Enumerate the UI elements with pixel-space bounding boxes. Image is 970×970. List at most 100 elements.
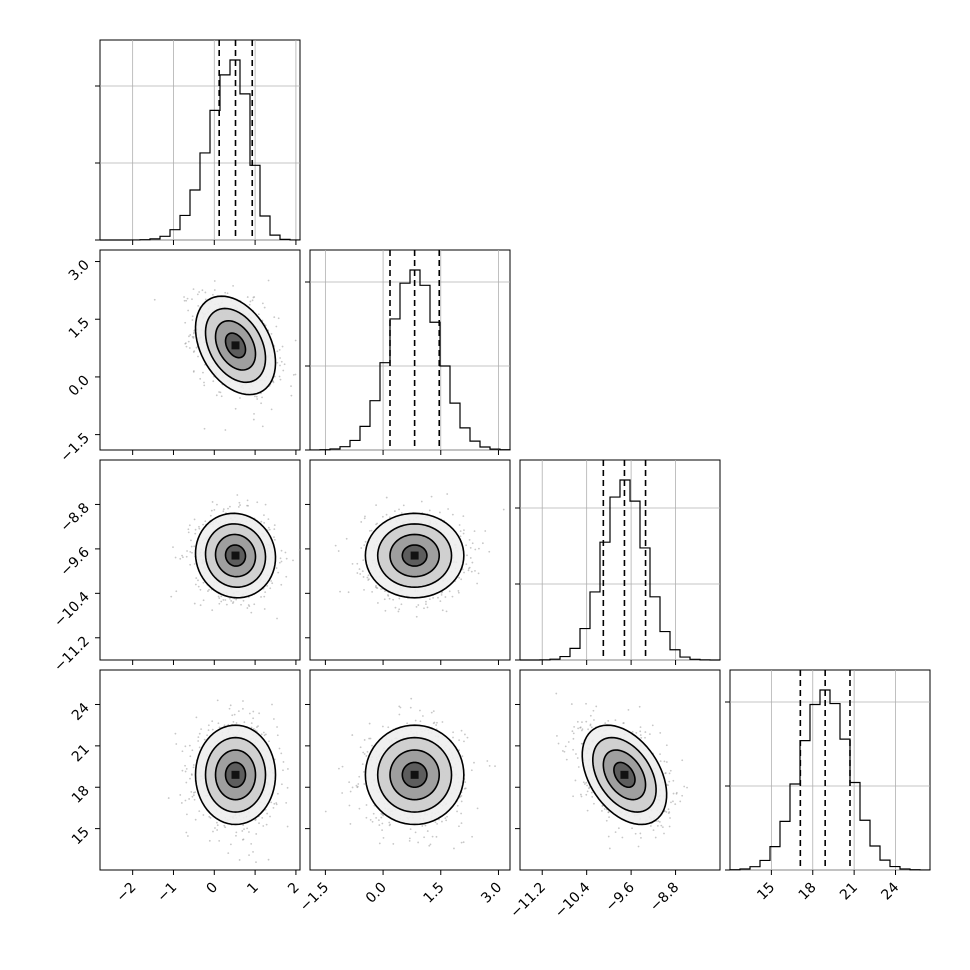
sample-point [192,351,195,353]
sample-point [185,299,188,302]
sample-point [369,818,372,821]
tick-label-x: 1.5 [421,880,448,907]
panel-frame [99,249,301,451]
sample-point [290,394,293,397]
sample-point [208,588,210,591]
panel-frame [99,669,301,871]
sample-point [286,786,289,789]
contour-line-2 [204,307,267,384]
sample-point [207,590,209,592]
sample-point [445,610,448,613]
sample-point [232,601,235,603]
sample-point [367,579,370,581]
sample-point [204,520,207,523]
panel-frame [309,459,511,661]
sample-point [203,384,206,387]
sample-point [271,582,274,585]
sample-point [246,827,249,830]
sample-point [461,568,464,571]
sample-point [338,767,340,770]
sample-point [249,300,252,303]
sample-point [282,761,285,763]
sample-point [231,714,234,717]
sample-point [451,513,454,516]
sample-point [608,816,610,818]
sample-point [267,526,270,529]
sample-point [211,609,214,612]
sample-point [458,739,461,742]
sample-point [191,551,193,554]
sample-point [471,835,473,838]
sample-point [189,755,192,758]
sample-point [463,529,465,532]
sample-point [186,550,188,552]
sample-point [669,769,672,772]
sample-point [380,816,383,819]
sample-point [587,728,589,731]
sample-point [357,783,360,785]
sample-point [267,279,270,282]
sample-point [406,722,409,725]
sample-point [226,292,229,295]
panel-frame [99,39,301,241]
sample-point [614,831,617,834]
sample-point [473,530,476,533]
sample-point [663,832,665,835]
sample-point [381,725,384,728]
sample-point [215,394,218,397]
sample-point [557,742,560,745]
sample-point [458,524,461,526]
sample-point [481,542,484,545]
sample-point [381,829,384,832]
sample-point [276,361,279,364]
tick-label-y: 15 [69,824,93,848]
sample-point [195,346,198,349]
sample-point [408,837,411,840]
sample-point [186,835,189,837]
sample-point [570,703,573,705]
sample-point [468,538,471,541]
histogram-1 [309,269,511,451]
contour-line-1 [214,319,257,371]
sample-point [184,770,187,773]
contour-line-3 [194,512,277,599]
sample-point [372,812,375,815]
sample-point [339,590,341,593]
sample-point [279,364,281,367]
tick-label-y: −11.2 [51,633,93,675]
sample-point [242,707,244,710]
sample-point [191,336,194,338]
panel-0-0 [95,39,301,245]
panel-3-2: −11.2 −10.4 −9.6 −8.8 [507,669,721,921]
sample-point [363,588,365,591]
sample-point [201,289,204,292]
sample-point [363,739,366,741]
sample-point [348,804,351,807]
sample-point [494,765,496,768]
sample-point [383,598,386,601]
sample-point [224,599,227,601]
sample-point [248,605,251,608]
sample-point [202,814,205,816]
sample-point [190,539,192,542]
sample-point [444,817,447,819]
sample-point [394,606,397,609]
sample-point [198,810,201,813]
sample-point [398,713,401,716]
sample-point [197,736,200,739]
sample-point [460,822,463,825]
sample-point [466,736,469,739]
sample-point [262,825,265,827]
sample-point [365,755,368,757]
sample-point [199,377,202,380]
sample-point [225,603,228,606]
sample-point [371,744,373,747]
sample-point [269,815,271,818]
sample-point [280,752,283,755]
sample-point [218,839,221,842]
sample-point [198,291,201,293]
sample-point [397,610,400,613]
sample-point [185,781,188,784]
sample-point [204,298,207,301]
sample-point [376,522,379,525]
